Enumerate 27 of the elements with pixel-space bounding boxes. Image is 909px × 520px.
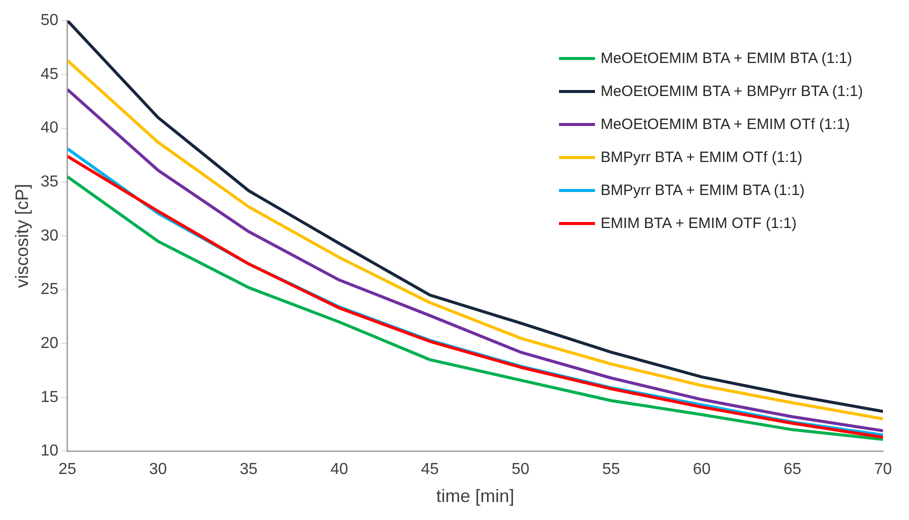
x-tick-label: 35 [240, 461, 258, 478]
legend-label: MeOEtOEMIM BTA + EMIM BTA (1:1) [600, 50, 852, 67]
x-tick-label: 45 [420, 461, 439, 478]
legend-label: BMPyrr BTA + EMIM OTf (1:1) [600, 149, 802, 166]
x-tick-label: 60 [692, 461, 711, 478]
y-tick-label: 20 [40, 334, 58, 352]
legend-label: BMPyrr BTA + EMIM BTA (1:1) [600, 182, 805, 199]
y-tick-label: 35 [40, 173, 58, 190]
x-tick-label: 50 [512, 461, 530, 478]
x-tick-label: 40 [330, 461, 348, 478]
y-tick-label: 50 [40, 12, 58, 30]
legend-label: MeOEtOEMIM BTA + EMIM OTf (1:1) [600, 116, 850, 133]
x-tick-label: 30 [149, 461, 168, 478]
x-tick-label: 25 [58, 461, 76, 478]
y-axis-title: viscosity [cP] [12, 184, 32, 288]
y-tick-label: 45 [40, 66, 58, 83]
y-tick-label: 15 [40, 388, 58, 406]
x-tick-label: 65 [783, 461, 802, 478]
x-tick-label: 55 [602, 461, 620, 478]
legend-label: EMIM BTA + EMIM OTF (1:1) [600, 215, 797, 232]
x-tick-label: 70 [874, 461, 892, 478]
y-tick-label: 40 [40, 120, 58, 137]
y-tick-label: 10 [40, 442, 58, 460]
y-tick-label: 25 [40, 281, 58, 298]
legend-label: MeOEtOEMIM BTA + BMPyrr BTA (1:1) [600, 83, 863, 100]
x-axis-title: time [min] [436, 486, 514, 506]
y-tick-label: 30 [40, 227, 58, 244]
